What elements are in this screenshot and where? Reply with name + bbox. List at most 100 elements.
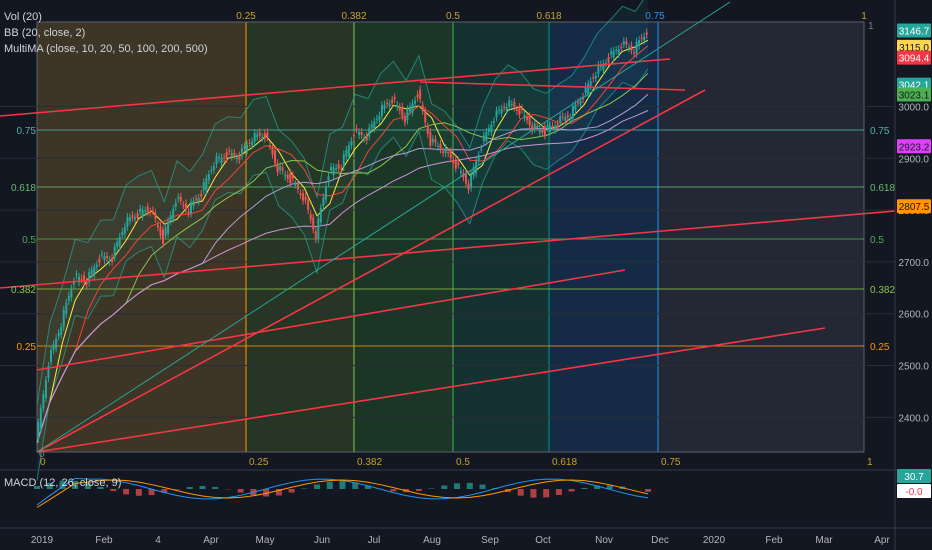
- candle-body: [218, 157, 221, 159]
- candle-body: [350, 140, 353, 146]
- candle-body: [625, 41, 628, 45]
- candle-body: [78, 276, 81, 283]
- candle-body: [220, 157, 223, 164]
- macd-histogram-bar: [212, 486, 219, 489]
- fib-bottom-label-0: 0: [40, 457, 46, 468]
- candle-body: [347, 145, 350, 156]
- macd-histogram-bar: [237, 489, 244, 493]
- fib-left-label-0: 0.75: [17, 126, 37, 137]
- candle-body: [551, 125, 554, 127]
- candle-body: [322, 197, 325, 206]
- candle-body: [396, 104, 399, 108]
- candle-body: [597, 65, 600, 74]
- candle-body: [500, 108, 503, 114]
- trend-line-4: [419, 81, 686, 91]
- candle-body: [52, 344, 55, 351]
- candle-body: [587, 83, 590, 95]
- candle-body: [439, 144, 442, 150]
- candle-body: [602, 63, 605, 71]
- candle-body: [574, 104, 577, 111]
- macd-histogram-bar: [441, 485, 448, 489]
- bollinger-bands: [36, 0, 649, 481]
- x-tick-label-9: Oct: [535, 535, 551, 546]
- fib-corner-label-0: 0: [39, 449, 45, 460]
- indicator-label-multima[interactable]: MultiMA (close, 10, 20, 50, 100, 200, 50…: [4, 43, 208, 55]
- candle-body: [536, 125, 539, 127]
- macd-histogram-bar: [34, 486, 40, 489]
- macd-histogram-bar: [555, 489, 562, 496]
- fib-left-label-4: 0.25: [17, 342, 37, 353]
- candle-body: [223, 157, 226, 159]
- fib-top-label-0: 0.25: [236, 11, 256, 22]
- y-tick-label-6: 3000.0: [898, 102, 929, 113]
- candle-body: [261, 137, 264, 139]
- candle-body: [240, 148, 243, 156]
- candle-body: [210, 170, 213, 172]
- candle-body: [75, 274, 78, 276]
- candle-body: [449, 151, 452, 159]
- candle-body: [543, 126, 546, 136]
- candle-body: [294, 184, 297, 186]
- candle-body: [286, 174, 289, 179]
- candle-body: [179, 196, 182, 202]
- candle-body: [100, 254, 103, 256]
- candle-body: [314, 231, 317, 239]
- candle-body: [444, 148, 447, 153]
- moving-averages: [36, 39, 649, 443]
- candle-body: [57, 332, 60, 337]
- macd-histogram-bar: [606, 485, 613, 489]
- candle-body: [235, 157, 238, 160]
- candle-body: [156, 224, 159, 228]
- x-tick-label-1: Feb: [95, 535, 113, 546]
- time-axis[interactable]: 2019 Feb 4 Apr May Jun Jul Aug Sep Oct Nov Dec 2020 F…: [0, 527, 932, 546]
- x-tick-label-3: Apr: [203, 535, 219, 546]
- macd-histogram-bar: [301, 488, 308, 489]
- fib-zone-5: [658, 22, 864, 452]
- macd-histogram-bar: [72, 480, 79, 489]
- candle-body: [490, 124, 493, 133]
- price-tag-2-bg: [897, 50, 931, 65]
- fib-corner-label-2: 0.75: [645, 11, 665, 22]
- candle-body: [492, 121, 495, 123]
- trend-lines: [0, 1, 896, 453]
- candle-body: [164, 227, 167, 236]
- candle-body: [190, 202, 193, 214]
- candle-body: [121, 231, 124, 235]
- x-tick-label-11: Dec: [651, 535, 669, 546]
- candle-body: [200, 193, 203, 197]
- candle-body: [47, 365, 50, 379]
- candle-body: [253, 132, 256, 142]
- x-tick-label-7: Aug: [423, 535, 441, 546]
- macd-histogram-bar: [174, 489, 181, 490]
- fib-right-label-3: 0.382: [870, 285, 895, 296]
- fib-left-label-2: 0.5: [22, 235, 36, 246]
- candle-body: [123, 227, 126, 234]
- candle-body: [599, 64, 602, 68]
- price-tag-6: 2807.5: [899, 202, 930, 213]
- candle-body: [238, 155, 241, 160]
- candle-body: [365, 135, 368, 141]
- macd-histogram-bar: [364, 485, 371, 489]
- candle-body: [108, 259, 111, 262]
- candle-body: [128, 217, 131, 222]
- candle-body: [215, 156, 218, 164]
- candle-body: [370, 124, 373, 128]
- indicator-label-vol[interactable]: Vol (20): [4, 11, 42, 23]
- macd-histogram-bar: [594, 485, 601, 489]
- indicator-label-bb[interactable]: BB (20, close, 2): [4, 27, 86, 39]
- candle-body: [228, 150, 231, 152]
- indicator-label-macd[interactable]: MACD (12, 26, close, 9): [4, 477, 122, 489]
- candle-body: [340, 168, 343, 170]
- candle-body: [284, 174, 287, 177]
- candle-body: [268, 145, 271, 147]
- x-tick-label-5: Jun: [314, 535, 330, 546]
- candle-body: [531, 125, 534, 131]
- candle-body: [93, 267, 96, 276]
- fib-bottom-label-6: 1: [867, 457, 873, 468]
- grid-lines: [0, 105, 895, 418]
- candle-body: [44, 380, 47, 399]
- macd-histogram-bar: [390, 489, 397, 492]
- macd-histogram-bar: [275, 489, 282, 496]
- fib-retracement-levels: [37, 129, 864, 347]
